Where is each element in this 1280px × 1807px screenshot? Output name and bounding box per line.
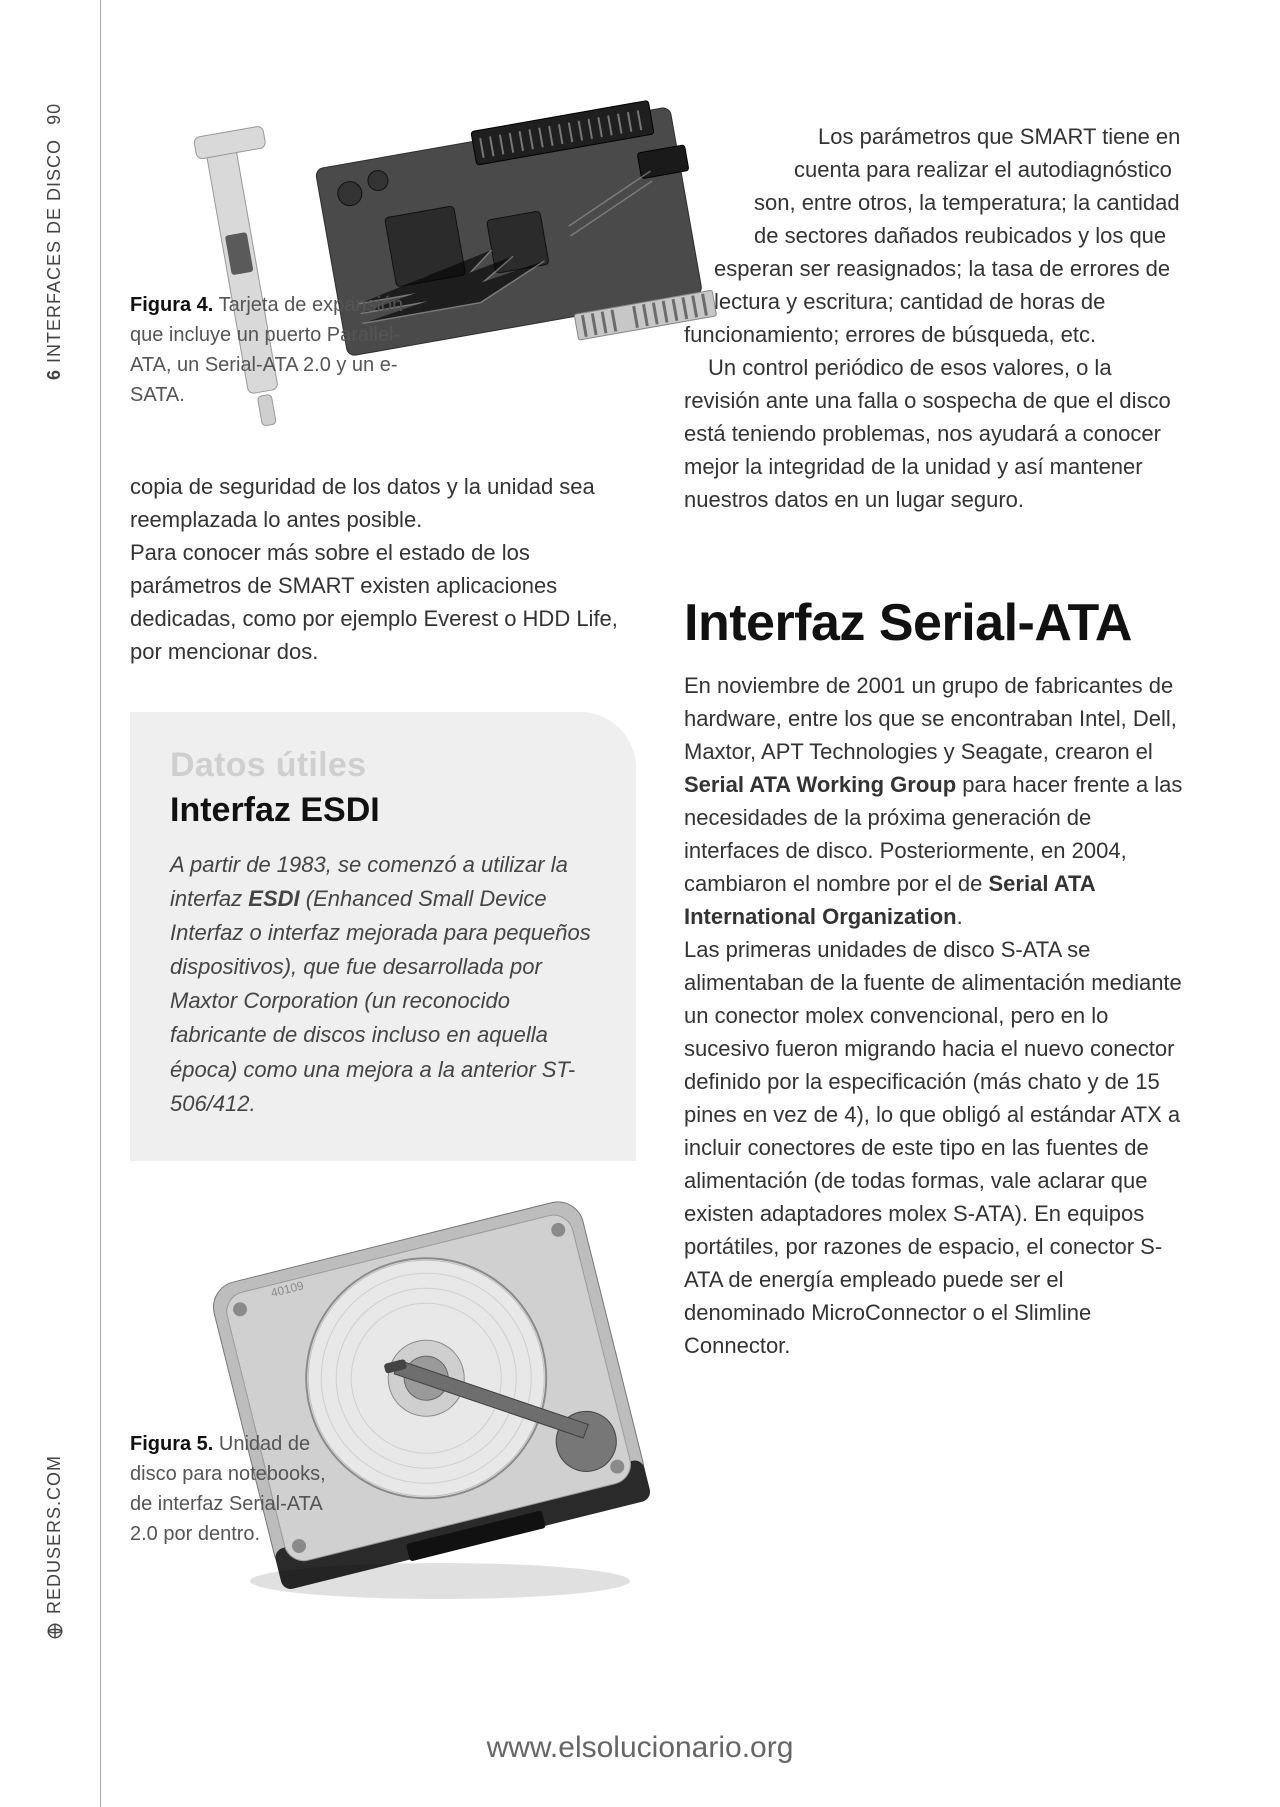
figure-5-label: Figura 5. [130,1433,213,1455]
chapter-title: INTERFACES DE DISCO [44,139,64,363]
section-body: En noviembre de 2001 un grupo de fabrica… [684,669,1190,1362]
figure-4-area: Figura 4. Tarjeta de expansión que inclu… [130,120,636,460]
right-column: Los parámetros que SMART tiene en cuenta… [684,120,1190,1629]
infobox-title: Interfaz ESDI [170,791,596,830]
right-top: Los parámetros que SMART tiene en cuenta… [684,120,1190,540]
figure-4-caption: Figura 4. Tarjeta de expansión que inclu… [130,290,430,410]
infobox-tag: Datos útiles [170,746,596,785]
infobox-text: A partir de 1983, se comenzó a utilizar … [170,848,596,1121]
columns: Figura 4. Tarjeta de expansión que inclu… [130,120,1190,1629]
globe-icon [46,1622,64,1640]
page-number: 90 [44,103,64,125]
left-para-1: copia de seguridad de los datos y la uni… [130,470,636,536]
section-p2: Las primeras unidades de disco S-ATA se … [684,933,1190,1362]
right-top-p2: Un control periódico de esos valores, o … [684,351,1190,516]
running-foot: REDUSERS.COM [44,1455,65,1640]
infobox-text-b: (Enhanced Small Device Interfaz o interf… [170,886,591,1116]
infobox-text-bold: ESDI [248,886,299,911]
chapter-number: 6 [44,369,64,380]
section-p1e: . [957,904,963,929]
infobox: Datos útiles Interfaz ESDI A partir de 1… [130,712,636,1161]
section-p1b: Serial ATA Working Group [684,772,956,797]
footer-url: www.elsolucionario.org [0,1731,1280,1765]
left-para-2: Para conocer más sobre el estado de los … [130,536,636,668]
figure-4-label: Figura 4. [130,294,213,316]
section-heading: Interfaz Serial-ATA [684,596,1190,651]
margin-rule [100,0,101,1807]
section-p1: En noviembre de 2001 un grupo de fabrica… [684,669,1190,933]
section-p1a: En noviembre de 2001 un grupo de fabrica… [684,673,1177,764]
left-column: Figura 4. Tarjeta de expansión que inclu… [130,120,636,1629]
site-label: REDUSERS.COM [44,1455,65,1614]
running-head: 6 INTERFACES DE DISCO 90 [44,103,65,380]
figure-5-area: 40109 Figura 5. Unidad de disco para not… [130,1189,636,1629]
section-p2-text: Las primeras unidades de disco S-ATA se … [684,937,1182,1358]
figure-5-caption: Figura 5. Unidad de disco para notebooks… [130,1429,350,1549]
page: 6 INTERFACES DE DISCO 90 REDUSERS.COM [0,0,1280,1807]
